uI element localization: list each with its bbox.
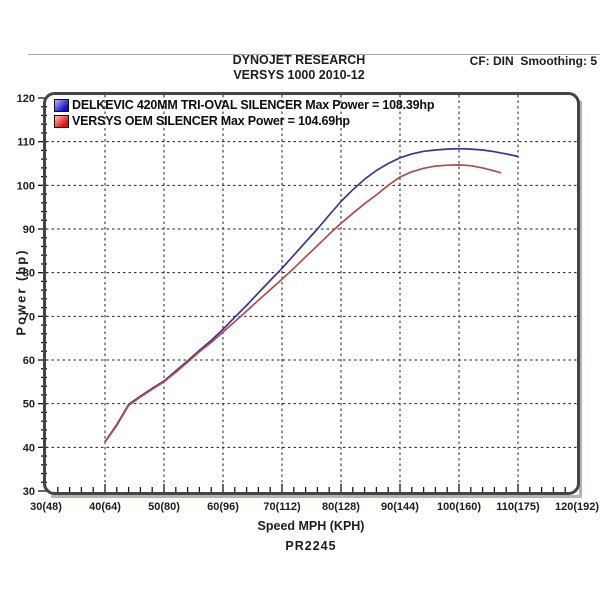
legend-swatch-delkevic <box>54 98 69 112</box>
svg-text:120: 120 <box>17 93 35 105</box>
correction-smoothing-note: CF: DIN Smoothing: 5 <box>469 54 597 68</box>
svg-text:30: 30 <box>23 486 35 498</box>
y-axis-title: Power (hp) <box>13 248 29 336</box>
chart-header: DYNOJET RESEARCH VERSYS 1000 2010-12 <box>0 53 598 83</box>
svg-text:120(192): 120(192) <box>555 501 599 513</box>
svg-text:110(175): 110(175) <box>496 501 540 513</box>
top-divider-line <box>28 54 600 55</box>
chart-subtitle: VERSYS 1000 2010-12 <box>233 68 365 82</box>
svg-text:30(48): 30(48) <box>30 501 62 513</box>
svg-text:100: 100 <box>17 180 35 192</box>
svg-text:100(160): 100(160) <box>437 501 481 513</box>
svg-text:40: 40 <box>23 442 35 454</box>
chart-title: DYNOJET RESEARCH <box>232 53 366 67</box>
svg-text:110: 110 <box>17 137 35 149</box>
svg-text:90(144): 90(144) <box>381 501 419 513</box>
svg-text:50: 50 <box>23 399 35 411</box>
svg-text:50(80): 50(80) <box>148 501 180 513</box>
svg-text:60: 60 <box>23 355 35 367</box>
chart-legend: DELKEVIC 420MM TRI-OVAL SILENCER Max Pow… <box>54 97 434 129</box>
chart-footer-code: PR2245 <box>285 539 337 553</box>
legend-swatch-oem <box>54 114 69 128</box>
svg-text:40(64): 40(64) <box>89 501 121 513</box>
x-axis-title: Speed MPH (KPH) <box>257 519 365 533</box>
svg-text:70: 70 <box>23 311 35 323</box>
svg-text:90: 90 <box>23 224 35 236</box>
legend-item-oem: VERSYS OEM SILENCER Max Power = 104.69hp <box>54 113 434 129</box>
svg-text:70(112): 70(112) <box>263 501 301 513</box>
svg-text:60(96): 60(96) <box>207 501 239 513</box>
svg-text:80: 80 <box>23 268 35 280</box>
legend-label-oem: VERSYS OEM SILENCER Max Power = 104.69hp <box>72 114 350 128</box>
legend-item-delkevic: DELKEVIC 420MM TRI-OVAL SILENCER Max Pow… <box>54 97 434 113</box>
svg-text:80(128): 80(128) <box>322 501 360 513</box>
legend-label-delkevic: DELKEVIC 420MM TRI-OVAL SILENCER Max Pow… <box>72 98 435 112</box>
